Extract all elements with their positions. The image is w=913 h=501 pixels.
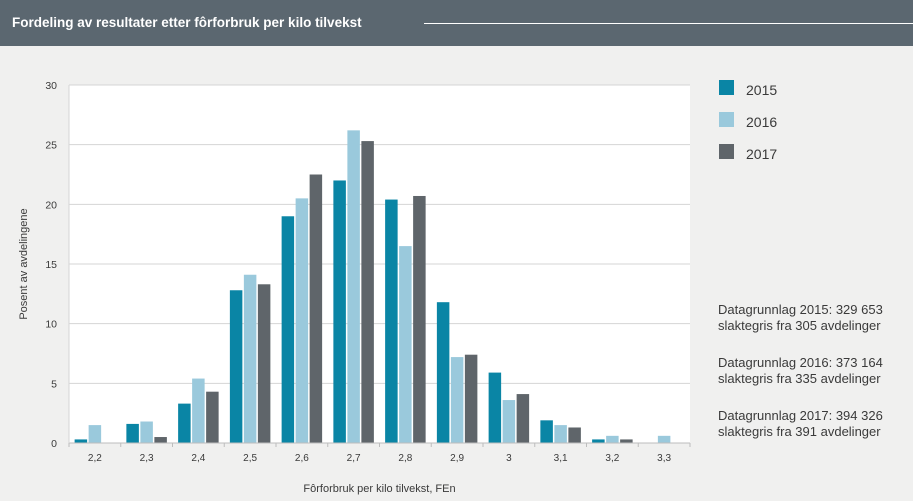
bar-2017-3 <box>516 394 530 443</box>
y-tick-label: 20 <box>45 199 57 211</box>
note-2015: Datagrunnlag 2015: 329 653 slaktegris fr… <box>718 302 883 334</box>
bar-2015-3-2 <box>592 439 605 443</box>
bar-2015-2-7 <box>333 180 346 443</box>
x-tick-label: 3,3 <box>657 453 671 464</box>
bar-2016-3 <box>502 400 516 443</box>
legend-swatch-2016 <box>719 112 734 127</box>
chart-title: Fordeling av resultater etter fôrforbruk… <box>12 15 362 30</box>
y-axis-title: Posent av avdelingene <box>18 208 30 319</box>
bar-2017-2-5 <box>257 284 271 443</box>
bar-2016-3-2 <box>606 435 619 443</box>
x-tick-label: 2,7 <box>347 453 361 464</box>
note-2016-line1: Datagrunnlag 2016: 373 164 <box>718 355 883 370</box>
bar-2017-2-9 <box>464 354 478 443</box>
x-tick-label: 2,8 <box>398 453 412 464</box>
chart-header: Fordeling av resultater etter fôrforbruk… <box>0 0 913 46</box>
bar-2015-2-4 <box>178 403 191 443</box>
note-2016-line2: slaktegris fra 335 avdelinger <box>718 371 881 386</box>
y-tick-label: 5 <box>51 378 57 390</box>
x-axis-title: Fôrforbruk per kilo tilvekst, FEn <box>303 483 455 495</box>
data-basis-notes: Datagrunnlag 2015: 329 653 slaktegris fr… <box>718 302 883 461</box>
bar-2017-2-3 <box>154 437 167 443</box>
bar-2016-2-6 <box>295 198 309 443</box>
bar-2016-2-5 <box>243 274 257 443</box>
bar-2017-2-4 <box>206 391 219 443</box>
x-tick-label: 3 <box>506 453 512 464</box>
legend-swatch-2015 <box>719 80 734 95</box>
x-tick-label: 2,2 <box>88 453 102 464</box>
note-2016: Datagrunnlag 2016: 373 164 slaktegris fr… <box>718 355 883 387</box>
note-2015-line2: slaktegris fra 305 avdelinger <box>718 318 881 333</box>
legend-label-2017: 2017 <box>746 146 778 162</box>
bar-2017-3-2 <box>620 439 633 443</box>
header-rule <box>424 23 913 24</box>
note-2017-line1: Datagrunnlag 2017: 394 326 <box>718 408 883 423</box>
bar-2015-2-8 <box>385 199 398 443</box>
note-2017-line2: slaktegris fra 391 avdelinger <box>718 424 881 439</box>
x-tick-label: 3,1 <box>554 453 568 464</box>
bar-2015-2-2 <box>74 439 88 443</box>
legend-label-2015: 2015 <box>746 82 778 98</box>
x-tick-label: 3,2 <box>605 453 619 464</box>
bar-2015-3 <box>488 372 502 443</box>
bar-2016-2-3 <box>140 421 153 443</box>
x-tick-label: 2,6 <box>295 453 309 464</box>
bar-2016-2-8 <box>399 246 412 443</box>
bar-2017-2-8 <box>413 195 426 443</box>
y-tick-label: 0 <box>51 438 57 450</box>
bar-2017-2-7 <box>361 141 374 443</box>
y-tick-label: 30 <box>45 80 57 92</box>
x-tick-label: 2,9 <box>450 453 464 464</box>
y-tick-label: 15 <box>45 259 57 271</box>
legend-swatch-2017 <box>719 144 734 159</box>
y-tick-label: 25 <box>45 140 57 152</box>
bar-2016-2-9 <box>450 357 464 443</box>
bar-2016-2-4 <box>192 378 205 443</box>
note-2017: Datagrunnlag 2017: 394 326 slaktegris fr… <box>718 408 883 440</box>
bar-2015-2-6 <box>281 216 295 443</box>
bar-2015-2-3 <box>126 423 139 443</box>
note-2015-line1: Datagrunnlag 2015: 329 653 <box>718 302 883 317</box>
bar-2016-2-2 <box>88 425 102 443</box>
x-tick-label: 2,4 <box>191 453 205 464</box>
bar-2017-2-6 <box>309 174 323 443</box>
legend-label-2016: 2016 <box>746 114 778 130</box>
y-tick-label: 10 <box>45 319 57 331</box>
bar-2016-3-3 <box>657 435 671 443</box>
bar-2015-3-1 <box>540 420 553 443</box>
bar-2015-2-9 <box>436 302 450 443</box>
bar-2015-2-5 <box>229 290 243 443</box>
bar-2016-3-1 <box>554 425 567 443</box>
x-tick-label: 2,3 <box>140 453 154 464</box>
bar-2017-3-1 <box>568 427 581 443</box>
x-tick-label: 2,5 <box>243 453 257 464</box>
bar-2016-2-7 <box>347 130 360 443</box>
